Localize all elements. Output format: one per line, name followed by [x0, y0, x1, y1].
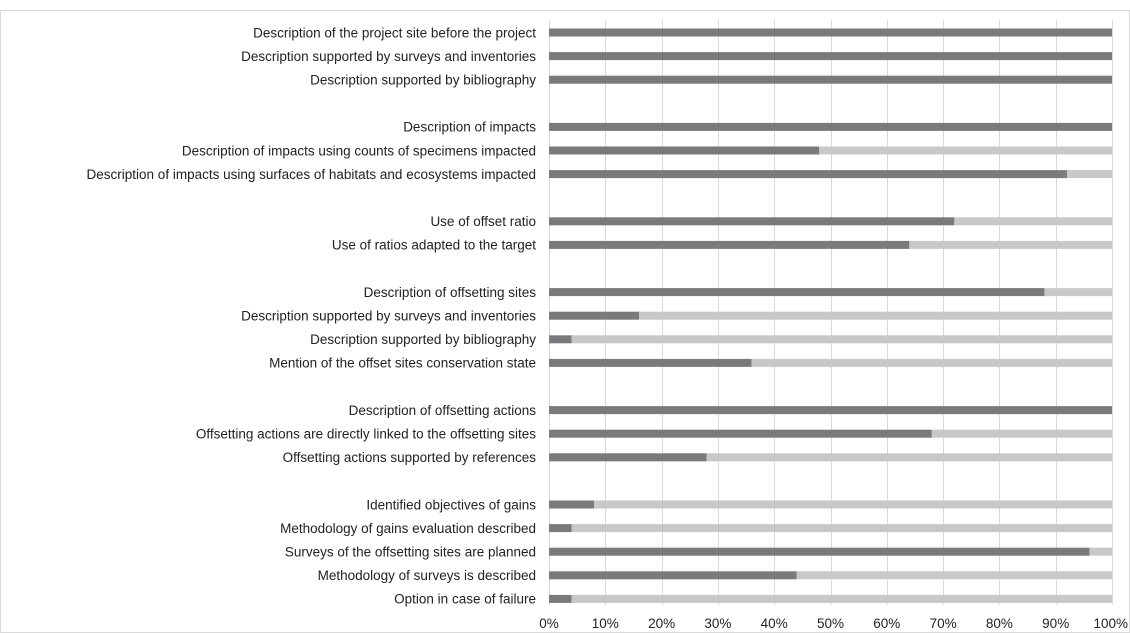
category-label: Offsetting actions are directly linked t… [196, 427, 536, 442]
x-tick-label: 50% [817, 616, 844, 631]
category-label: Description supported by bibliography [310, 332, 536, 347]
category-label: Description supported by bibliography [310, 73, 536, 88]
x-tick-labels: 0% 10% 20% 30% 40% 50% 60% 70% 80% 90% 100% [539, 616, 1128, 631]
bar-segment-light [931, 429, 1112, 438]
bar-segment-light [1066, 170, 1112, 179]
bar-segment-light [954, 217, 1112, 226]
bar-segment-light [594, 500, 1112, 509]
x-tick-label: 100% [1093, 616, 1128, 631]
category-label: Option in case of failure [394, 592, 536, 607]
bar-segment-light [706, 453, 1112, 462]
chart-frame [0, 10, 1130, 633]
category-label: Identified objectives of gains [366, 497, 536, 512]
bar-segment-dark [549, 335, 572, 344]
bar-segment-light [571, 594, 1112, 603]
bar-segment-light [571, 335, 1112, 344]
category-label: Description of offsetting sites [364, 285, 537, 300]
category-label: Description of impacts using surfaces of… [87, 167, 536, 182]
x-tick-label: 10% [592, 616, 619, 631]
category-label: Description of impacts [403, 120, 536, 135]
bar-segment-dark [549, 571, 797, 580]
category-label: Offsetting actions supported by referenc… [283, 450, 537, 465]
category-label: Description supported by surveys and inv… [241, 309, 536, 324]
bar-segment-dark [549, 240, 910, 249]
x-tick-label: 80% [986, 616, 1013, 631]
category-label: Surveys of the offsetting sites are plan… [285, 545, 536, 560]
category-label: Methodology of surveys is described [318, 568, 536, 583]
category-label: Description of the project site before t… [253, 25, 536, 40]
bar-segment-light [819, 146, 1112, 155]
x-tick-label: 70% [930, 616, 957, 631]
bar-segment-light [1044, 288, 1112, 297]
category-labels: Description of the project site before t… [87, 25, 537, 606]
bar-segment-light [796, 571, 1112, 580]
x-tick-label: 90% [1042, 616, 1069, 631]
bar-segment-dark [549, 28, 1112, 37]
bar-segment-dark [549, 75, 1112, 84]
bar-segment-dark [549, 358, 752, 367]
bar-segment-dark [549, 406, 1112, 415]
bar-segment-light [909, 240, 1112, 249]
category-label: Description of impacts using counts of s… [182, 143, 536, 158]
bar-segment-dark [549, 311, 640, 320]
x-tick-label: 40% [761, 616, 788, 631]
bar-segment-dark [549, 429, 932, 438]
bar-segment-dark [549, 122, 1112, 131]
bar-segment-light [1089, 547, 1112, 556]
x-tick-label: 30% [704, 616, 731, 631]
x-tick-label: 0% [539, 616, 559, 631]
bar-segment-dark [549, 500, 595, 509]
bar-segment-dark [549, 217, 955, 226]
bar-segment-dark [549, 547, 1090, 556]
x-tick-label: 20% [648, 616, 675, 631]
category-label: Description of offsetting actions [349, 403, 537, 418]
bar-segment-dark [549, 170, 1067, 179]
bar-segment-dark [549, 453, 707, 462]
category-label: Methodology of gains evaluation describe… [280, 521, 536, 536]
bar-segment-light [571, 524, 1112, 533]
bar-segment-light [639, 311, 1112, 320]
bar-segment-dark [549, 288, 1045, 297]
bars [549, 28, 1112, 603]
bar-segment-dark [549, 524, 572, 533]
bar-segment-dark [549, 146, 820, 155]
x-tick-label: 60% [873, 616, 900, 631]
category-label: Use of ratios adapted to the target [332, 238, 536, 253]
category-label: Mention of the offset sites conservation… [269, 356, 536, 371]
category-label: Use of offset ratio [430, 214, 536, 229]
bar-segment-dark [549, 594, 572, 603]
bar-segment-dark [549, 52, 1112, 61]
bar-segment-light [751, 358, 1112, 367]
category-label: Description supported by surveys and inv… [241, 49, 536, 64]
